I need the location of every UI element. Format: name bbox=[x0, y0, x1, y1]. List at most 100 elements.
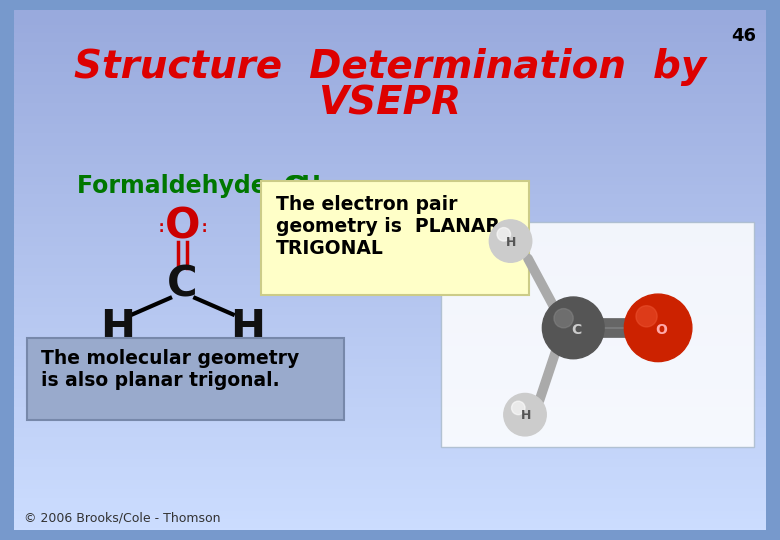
Bar bbox=[14, 474, 766, 478]
Bar bbox=[14, 131, 766, 136]
Bar bbox=[14, 504, 766, 509]
Text: H: H bbox=[506, 235, 516, 248]
Bar bbox=[14, 305, 766, 309]
Bar bbox=[14, 218, 766, 222]
Bar bbox=[14, 287, 766, 292]
Bar bbox=[14, 92, 766, 97]
Bar bbox=[14, 491, 766, 496]
Bar bbox=[14, 235, 766, 240]
Bar bbox=[14, 457, 766, 461]
Bar bbox=[14, 379, 766, 383]
Bar bbox=[14, 318, 766, 322]
Text: H: H bbox=[101, 307, 136, 349]
Text: 46: 46 bbox=[732, 27, 757, 45]
Bar bbox=[14, 10, 766, 14]
Bar bbox=[14, 387, 766, 392]
Bar bbox=[14, 23, 766, 27]
Text: The electron pair
geometry is  PLANAR
TRIGONAL: The electron pair geometry is PLANAR TRI… bbox=[276, 195, 500, 258]
Bar bbox=[14, 261, 766, 266]
Bar bbox=[14, 487, 766, 491]
Bar bbox=[14, 404, 766, 409]
Bar bbox=[14, 465, 766, 470]
Bar bbox=[14, 292, 766, 296]
Bar bbox=[14, 439, 766, 443]
Bar bbox=[14, 66, 766, 70]
Circle shape bbox=[554, 308, 573, 328]
Bar bbox=[14, 222, 766, 227]
Bar bbox=[14, 183, 766, 187]
Bar bbox=[14, 326, 766, 331]
Text: O: O bbox=[165, 206, 200, 248]
Bar bbox=[14, 470, 766, 474]
Text: O: O bbox=[287, 174, 307, 198]
Bar bbox=[14, 417, 766, 422]
Bar bbox=[14, 57, 766, 62]
Bar bbox=[14, 296, 766, 300]
Text: H: H bbox=[521, 409, 531, 422]
Text: The molecular geometry
is also planar trigonal.: The molecular geometry is also planar tr… bbox=[41, 349, 299, 390]
Bar bbox=[14, 509, 766, 513]
FancyBboxPatch shape bbox=[261, 181, 529, 295]
Bar bbox=[14, 209, 766, 214]
Bar bbox=[14, 413, 766, 417]
Bar bbox=[14, 27, 766, 31]
Bar bbox=[14, 62, 766, 66]
Text: O: O bbox=[655, 323, 667, 337]
Bar bbox=[14, 353, 766, 357]
Bar bbox=[14, 331, 766, 335]
Text: ·: · bbox=[159, 225, 164, 239]
Bar bbox=[14, 36, 766, 40]
Bar bbox=[14, 461, 766, 465]
Bar bbox=[14, 300, 766, 305]
Text: 2: 2 bbox=[275, 184, 287, 201]
Text: C: C bbox=[168, 264, 198, 306]
Bar bbox=[14, 240, 766, 244]
Bar bbox=[14, 344, 766, 348]
Bar bbox=[14, 335, 766, 340]
Bar bbox=[14, 205, 766, 209]
Circle shape bbox=[624, 294, 692, 362]
Bar bbox=[14, 526, 766, 530]
Text: © 2006 Brooks/Cole - Thomson: © 2006 Brooks/Cole - Thomson bbox=[23, 511, 220, 524]
Bar bbox=[14, 161, 766, 166]
Bar bbox=[14, 196, 766, 200]
Bar bbox=[14, 174, 766, 179]
Bar bbox=[14, 136, 766, 140]
Bar bbox=[14, 170, 766, 174]
Bar bbox=[14, 44, 766, 49]
Bar bbox=[14, 422, 766, 426]
Bar bbox=[14, 101, 766, 105]
Bar bbox=[14, 513, 766, 517]
Bar bbox=[14, 53, 766, 57]
Bar bbox=[14, 257, 766, 261]
Bar bbox=[14, 166, 766, 170]
Bar bbox=[14, 18, 766, 23]
Bar bbox=[14, 400, 766, 404]
Bar bbox=[14, 322, 766, 326]
Bar bbox=[14, 214, 766, 218]
Bar bbox=[14, 97, 766, 101]
Bar bbox=[14, 253, 766, 257]
Bar bbox=[14, 127, 766, 131]
Bar bbox=[14, 370, 766, 374]
Text: C: C bbox=[571, 323, 581, 337]
Bar bbox=[14, 123, 766, 127]
Text: ·: · bbox=[201, 219, 207, 233]
Bar bbox=[14, 248, 766, 253]
Circle shape bbox=[489, 220, 532, 262]
Bar bbox=[14, 79, 766, 83]
Text: Structure  Determination  by: Structure Determination by bbox=[74, 48, 706, 86]
Bar bbox=[14, 357, 766, 361]
Bar bbox=[14, 496, 766, 500]
Bar bbox=[14, 374, 766, 379]
Bar bbox=[14, 270, 766, 274]
Bar bbox=[14, 274, 766, 279]
Bar bbox=[14, 443, 766, 448]
Bar bbox=[14, 157, 766, 161]
Bar bbox=[14, 522, 766, 526]
Bar bbox=[14, 40, 766, 44]
Bar bbox=[14, 430, 766, 435]
Bar bbox=[14, 500, 766, 504]
Bar bbox=[14, 517, 766, 522]
FancyBboxPatch shape bbox=[27, 338, 344, 421]
